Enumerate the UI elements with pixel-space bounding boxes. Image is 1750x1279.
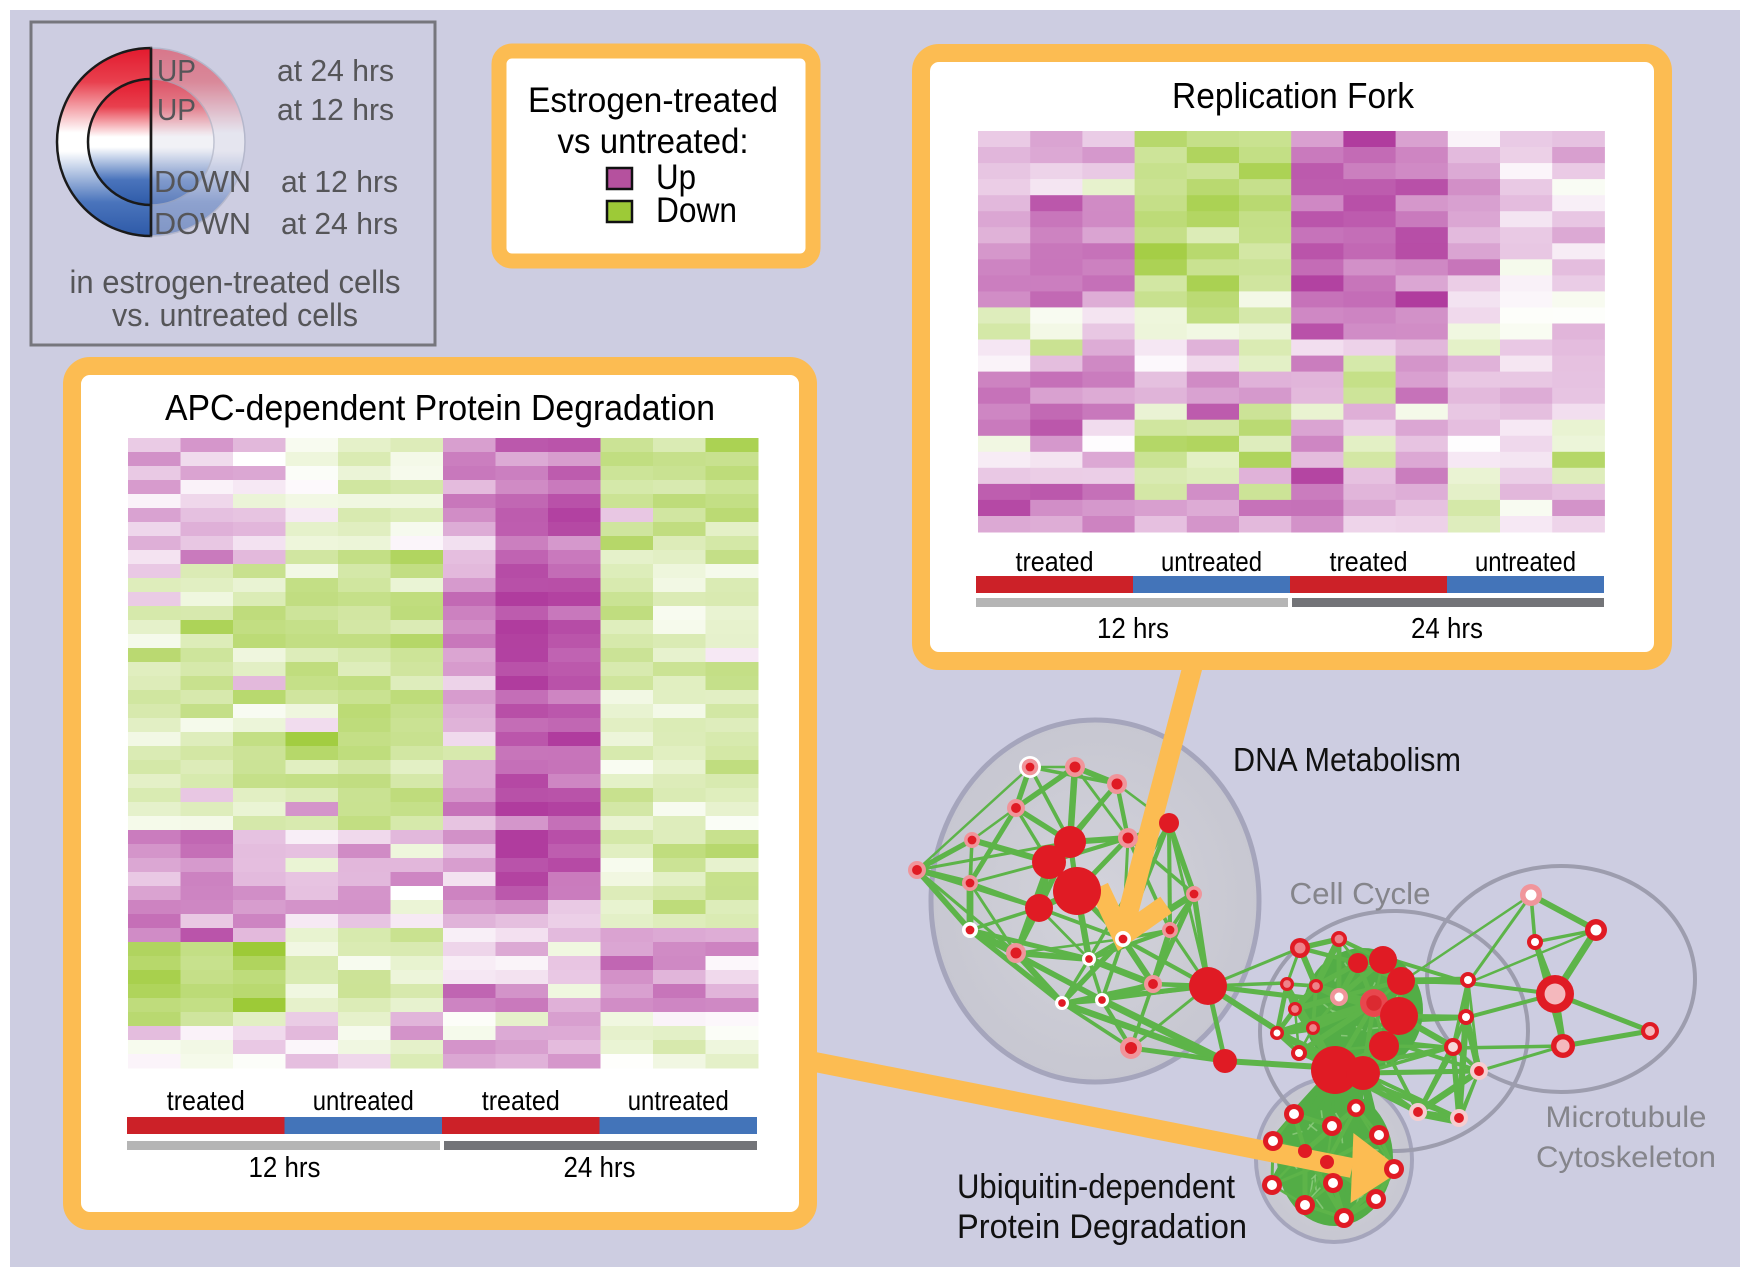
svg-text:at 12 hrs: at 12 hrs: [281, 164, 398, 199]
svg-text:12 hrs: 12 hrs: [249, 1152, 321, 1184]
svg-text:12 hrs: 12 hrs: [1097, 613, 1169, 645]
svg-text:24 hrs: 24 hrs: [564, 1152, 636, 1184]
svg-text:at 24 hrs: at 24 hrs: [281, 206, 398, 241]
svg-text:untreated: untreated: [1475, 546, 1576, 577]
svg-text:Up: Up: [656, 158, 696, 197]
svg-text:treated: treated: [167, 1085, 245, 1116]
svg-text:untreated: untreated: [1161, 546, 1262, 577]
svg-text:UP: UP: [157, 92, 196, 127]
svg-text:Down: Down: [656, 191, 737, 230]
svg-text:at 24 hrs: at 24 hrs: [277, 53, 394, 88]
svg-text:DOWN: DOWN: [154, 164, 251, 199]
svg-text:Estrogen-treated: Estrogen-treated: [528, 81, 778, 120]
svg-text:Cell Cycle: Cell Cycle: [1290, 876, 1431, 911]
svg-text:treated: treated: [1330, 546, 1408, 577]
svg-text:Microtubule: Microtubule: [1546, 1101, 1707, 1134]
svg-text:untreated: untreated: [628, 1085, 729, 1116]
svg-text:treated: treated: [482, 1085, 560, 1116]
svg-text:Ubiquitin-dependent: Ubiquitin-dependent: [957, 1168, 1236, 1206]
svg-text:Replication Fork: Replication Fork: [1172, 75, 1415, 116]
svg-text:Cytoskeleton: Cytoskeleton: [1536, 1141, 1716, 1174]
svg-text:DNA Metabolism: DNA Metabolism: [1233, 741, 1461, 778]
svg-text:at 12 hrs: at 12 hrs: [277, 92, 394, 127]
svg-text:in estrogen-treated cells: in estrogen-treated cells: [70, 264, 401, 300]
svg-text:vs untreated:: vs untreated:: [558, 122, 749, 161]
svg-text:vs. untreated cells: vs. untreated cells: [112, 297, 358, 333]
svg-text:treated: treated: [1016, 546, 1094, 577]
svg-text:UP: UP: [157, 53, 196, 88]
svg-text:24 hrs: 24 hrs: [1411, 613, 1483, 645]
svg-text:DOWN: DOWN: [154, 206, 251, 241]
svg-text:untreated: untreated: [313, 1085, 414, 1116]
svg-text:Protein Degradation: Protein Degradation: [957, 1208, 1247, 1246]
svg-text:APC-dependent Protein Degradat: APC-dependent Protein Degradation: [165, 387, 715, 428]
